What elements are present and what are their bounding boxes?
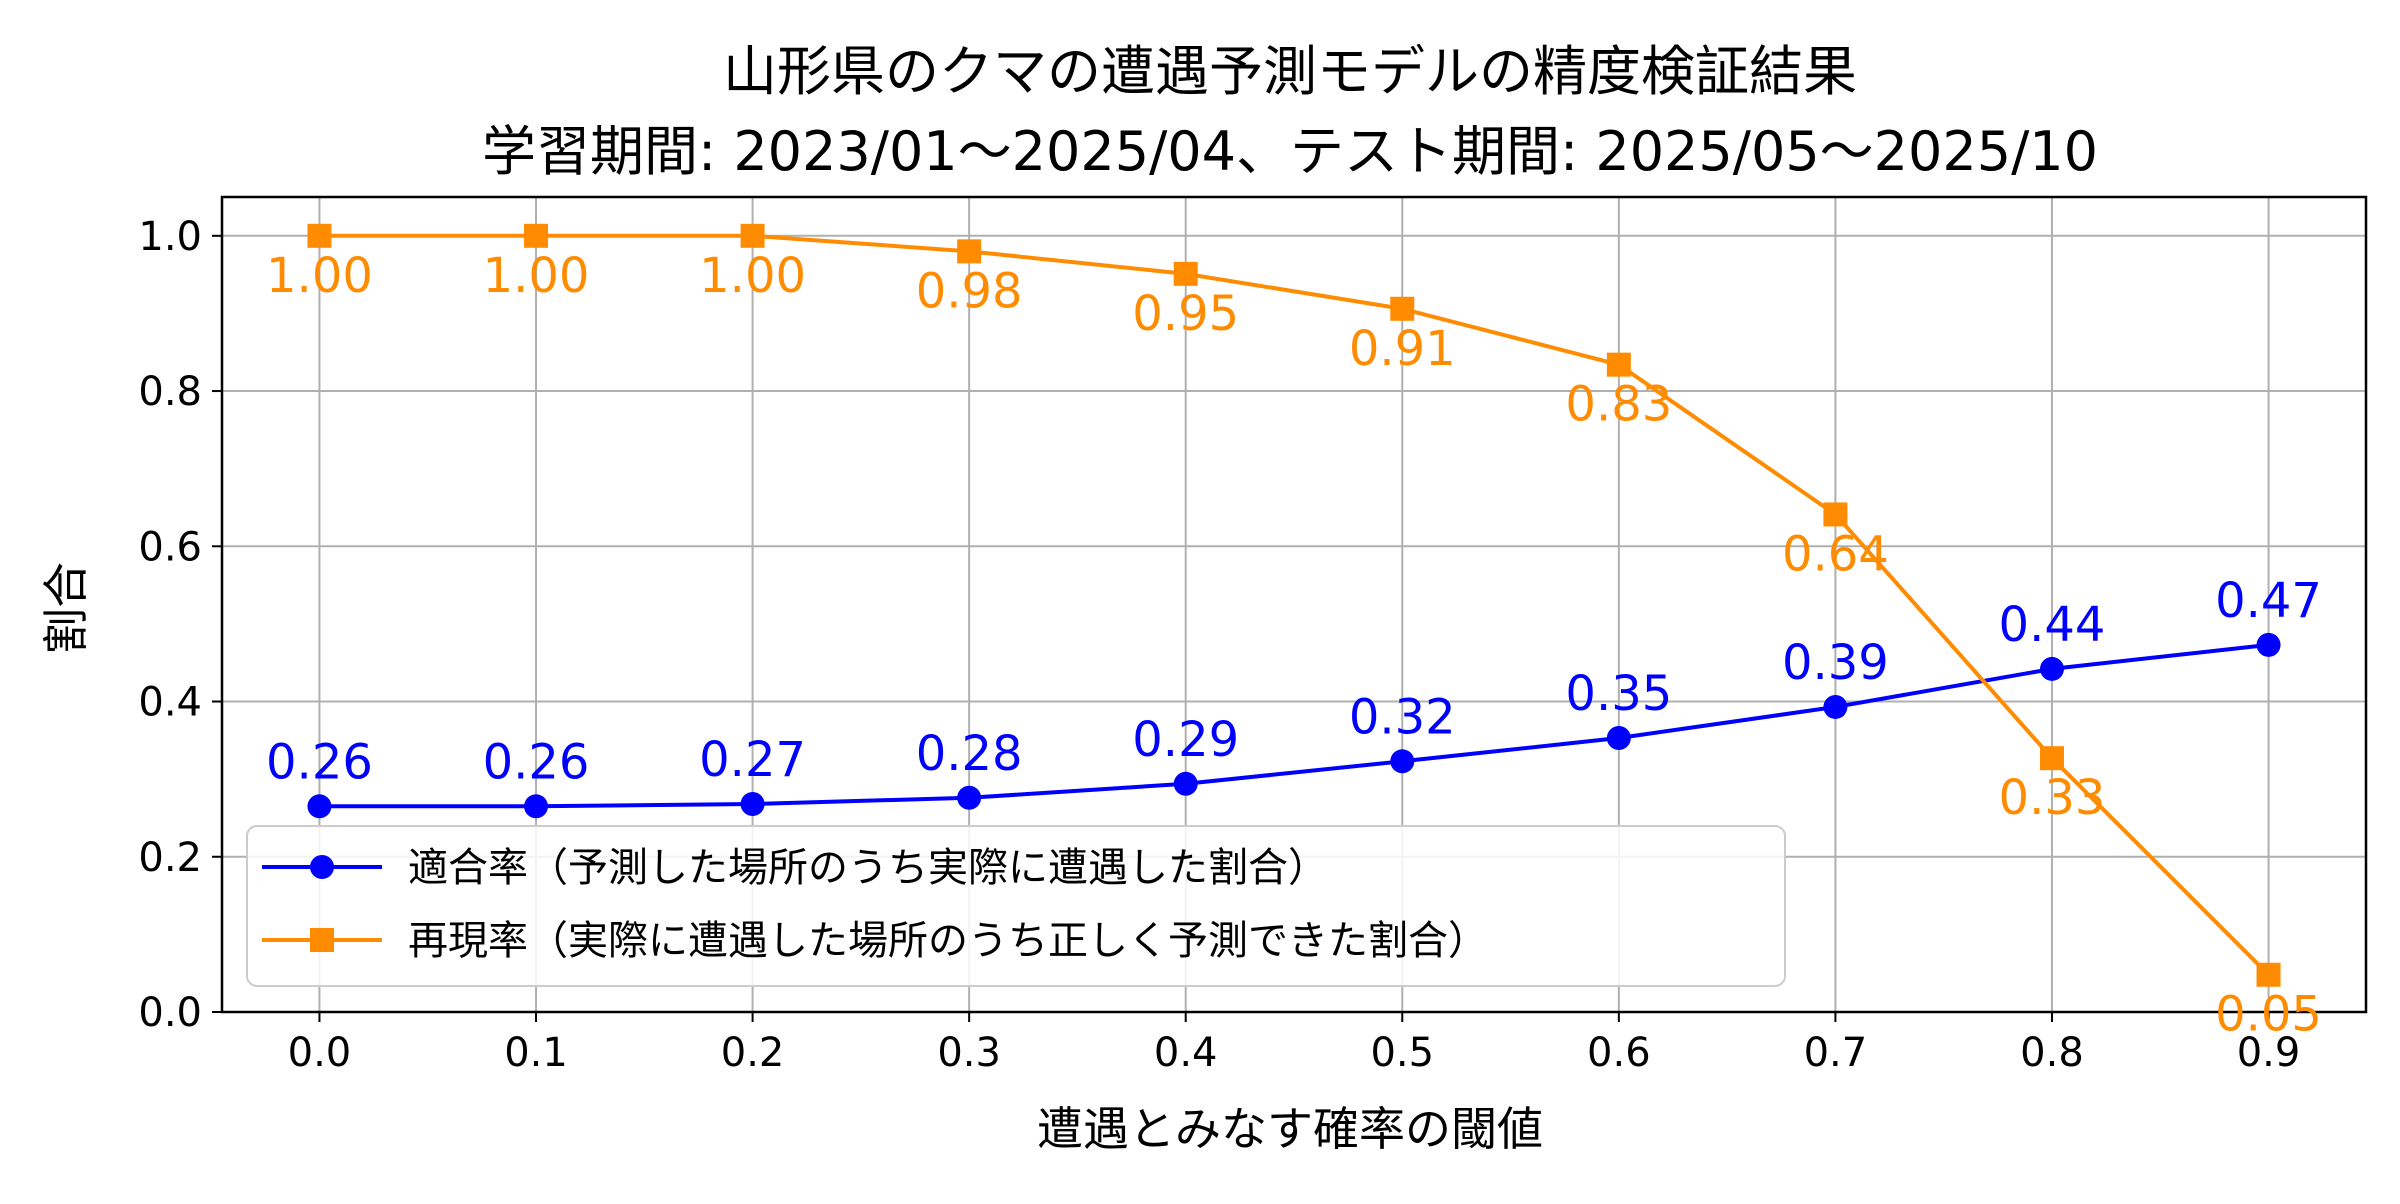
data-label-recall: 1.00 [266,248,373,304]
data-labels: 0.26 0.26 0.27 0.28 0.29 0.32 0.35 0.39 0.44 0.47… [266,248,2322,1043]
y-axis-label: 割合 [39,562,93,654]
legend-label-precision: 適合率（予測した場所のうち実際に遭遇した割合） [408,845,1328,891]
data-point-precision [740,791,765,816]
data-point-recall [2256,962,2281,987]
y-tick-label: 0.2 [138,835,202,881]
series-line-recall [319,233,2270,977]
x-tick-label: 0.0 [288,1030,352,1076]
data-point-precision [2256,632,2281,657]
y-tick-label: 0.0 [138,990,202,1036]
data-point-precision [2039,656,2064,681]
data-point-recall [2039,746,2064,771]
data-label-recall: 1.00 [483,248,590,304]
data-label-recall: 0.64 [1782,526,1889,582]
y-tick-label: 0.8 [138,369,202,415]
data-point-precision [1173,771,1198,796]
chart-title-line2: 学習期間: 2023/01～2025/04、テスト期間: 2025/05～202… [482,120,2098,183]
data-label-precision: 0.27 [699,732,806,788]
x-tick-label: 0.1 [504,1030,568,1076]
data-point-precision [524,794,549,819]
legend-frame [246,825,1786,987]
y-tick-label: 0.6 [138,524,202,570]
series-group [307,223,2281,987]
series-line-precision [319,642,2269,809]
data-point-recall [1173,261,1198,286]
data-point-recall [740,223,765,248]
data-point-precision [1823,694,1848,719]
data-point-precision [957,785,982,810]
y-tick-label: 1.0 [138,214,202,260]
data-label-precision: 0.29 [1132,712,1239,768]
x-tick-label: 0.7 [1804,1030,1868,1076]
x-tick-label: 0.2 [721,1030,785,1076]
data-point-precision [1390,749,1415,774]
data-point-recall [1390,296,1415,321]
chart-title-line1: 山形県のクマの遭遇予測モデルの精度検証結果 [723,40,1857,103]
data-point-recall [957,239,982,264]
x-tick-label: 0.6 [1587,1030,1651,1076]
x-tick-label: 0.8 [2020,1030,2084,1076]
y-tick-label: 0.4 [138,680,202,726]
data-label-recall: 1.00 [699,248,806,304]
x-tick-label: 0.4 [1154,1030,1218,1076]
data-point-recall [1823,502,1848,527]
data-point-recall [1606,352,1631,377]
data-label-recall: 0.91 [1349,321,1456,377]
data-label-precision: 0.26 [266,734,373,790]
data-point-precision [307,794,332,819]
x-tick-label: 0.5 [1370,1030,1434,1076]
data-point-precision [1606,726,1631,751]
data-point-recall [524,223,549,248]
legend-marker-precision [310,855,334,879]
legend-label-recall: 再現率（実際に遭遇した場所のうち正しく予測できた割合） [408,918,1488,964]
data-label-precision: 0.44 [1999,597,2106,653]
x-axis-label: 遭遇とみなす確率の閾値 [1037,1102,1543,1156]
legend-marker-recall [310,928,334,952]
data-label-recall: 0.95 [1132,286,1239,342]
plot-frame [220,195,2368,1014]
data-label-recall: 0.98 [916,263,1023,319]
data-label-recall: 0.33 [1999,770,2106,826]
data-point-recall [307,223,332,248]
data-label-recall: 0.83 [1565,377,1672,433]
axes: 0.0 0.1 0.2 0.3 0.4 0.5 0.6 0.7 0.8 0.90.00.20.40… [138,195,2368,1076]
data-label-precision: 0.39 [1782,635,1889,691]
data-label-recall: 0.05 [2215,987,2322,1043]
data-label-precision: 0.26 [483,734,590,790]
data-label-precision: 0.32 [1349,689,1456,745]
legend: 適合率（予測した場所のうち実際に遭遇した割合） 再現率（実際に遭遇した場所のうち… [246,825,1786,987]
x-tick-label: 0.9 [2237,1030,2301,1076]
data-label-precision: 0.35 [1565,666,1672,722]
x-tick-label: 0.3 [937,1030,1001,1076]
data-label-precision: 0.28 [916,726,1023,782]
data-label-precision: 0.47 [2215,573,2322,629]
